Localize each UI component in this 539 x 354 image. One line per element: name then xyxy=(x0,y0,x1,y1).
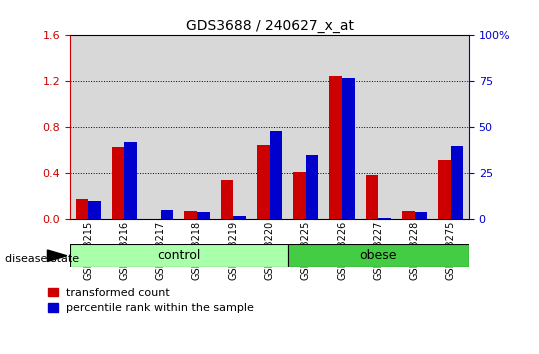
Text: disease state: disease state xyxy=(5,255,80,264)
Bar xyxy=(75,199,88,219)
Bar xyxy=(257,145,270,219)
Bar xyxy=(197,212,210,219)
Bar xyxy=(402,211,414,219)
Bar xyxy=(293,172,306,219)
Bar xyxy=(270,131,282,219)
Bar xyxy=(342,78,355,219)
Bar xyxy=(220,181,233,219)
Bar xyxy=(414,212,427,219)
Bar xyxy=(88,201,101,219)
Bar xyxy=(112,147,125,219)
Bar xyxy=(125,142,137,219)
Bar xyxy=(306,155,319,219)
Bar xyxy=(184,211,197,219)
Bar xyxy=(365,175,378,219)
Title: GDS3688 / 240627_x_at: GDS3688 / 240627_x_at xyxy=(185,19,354,33)
Bar xyxy=(438,160,451,219)
Bar xyxy=(161,210,174,219)
Bar xyxy=(288,244,469,267)
Bar xyxy=(70,244,288,267)
Legend: transformed count, percentile rank within the sample: transformed count, percentile rank withi… xyxy=(43,283,259,318)
Bar xyxy=(329,76,342,219)
Text: obese: obese xyxy=(360,249,397,262)
Bar xyxy=(451,146,464,219)
Bar xyxy=(378,218,391,219)
Polygon shape xyxy=(47,250,67,262)
Bar xyxy=(233,216,246,219)
Text: control: control xyxy=(157,249,201,262)
